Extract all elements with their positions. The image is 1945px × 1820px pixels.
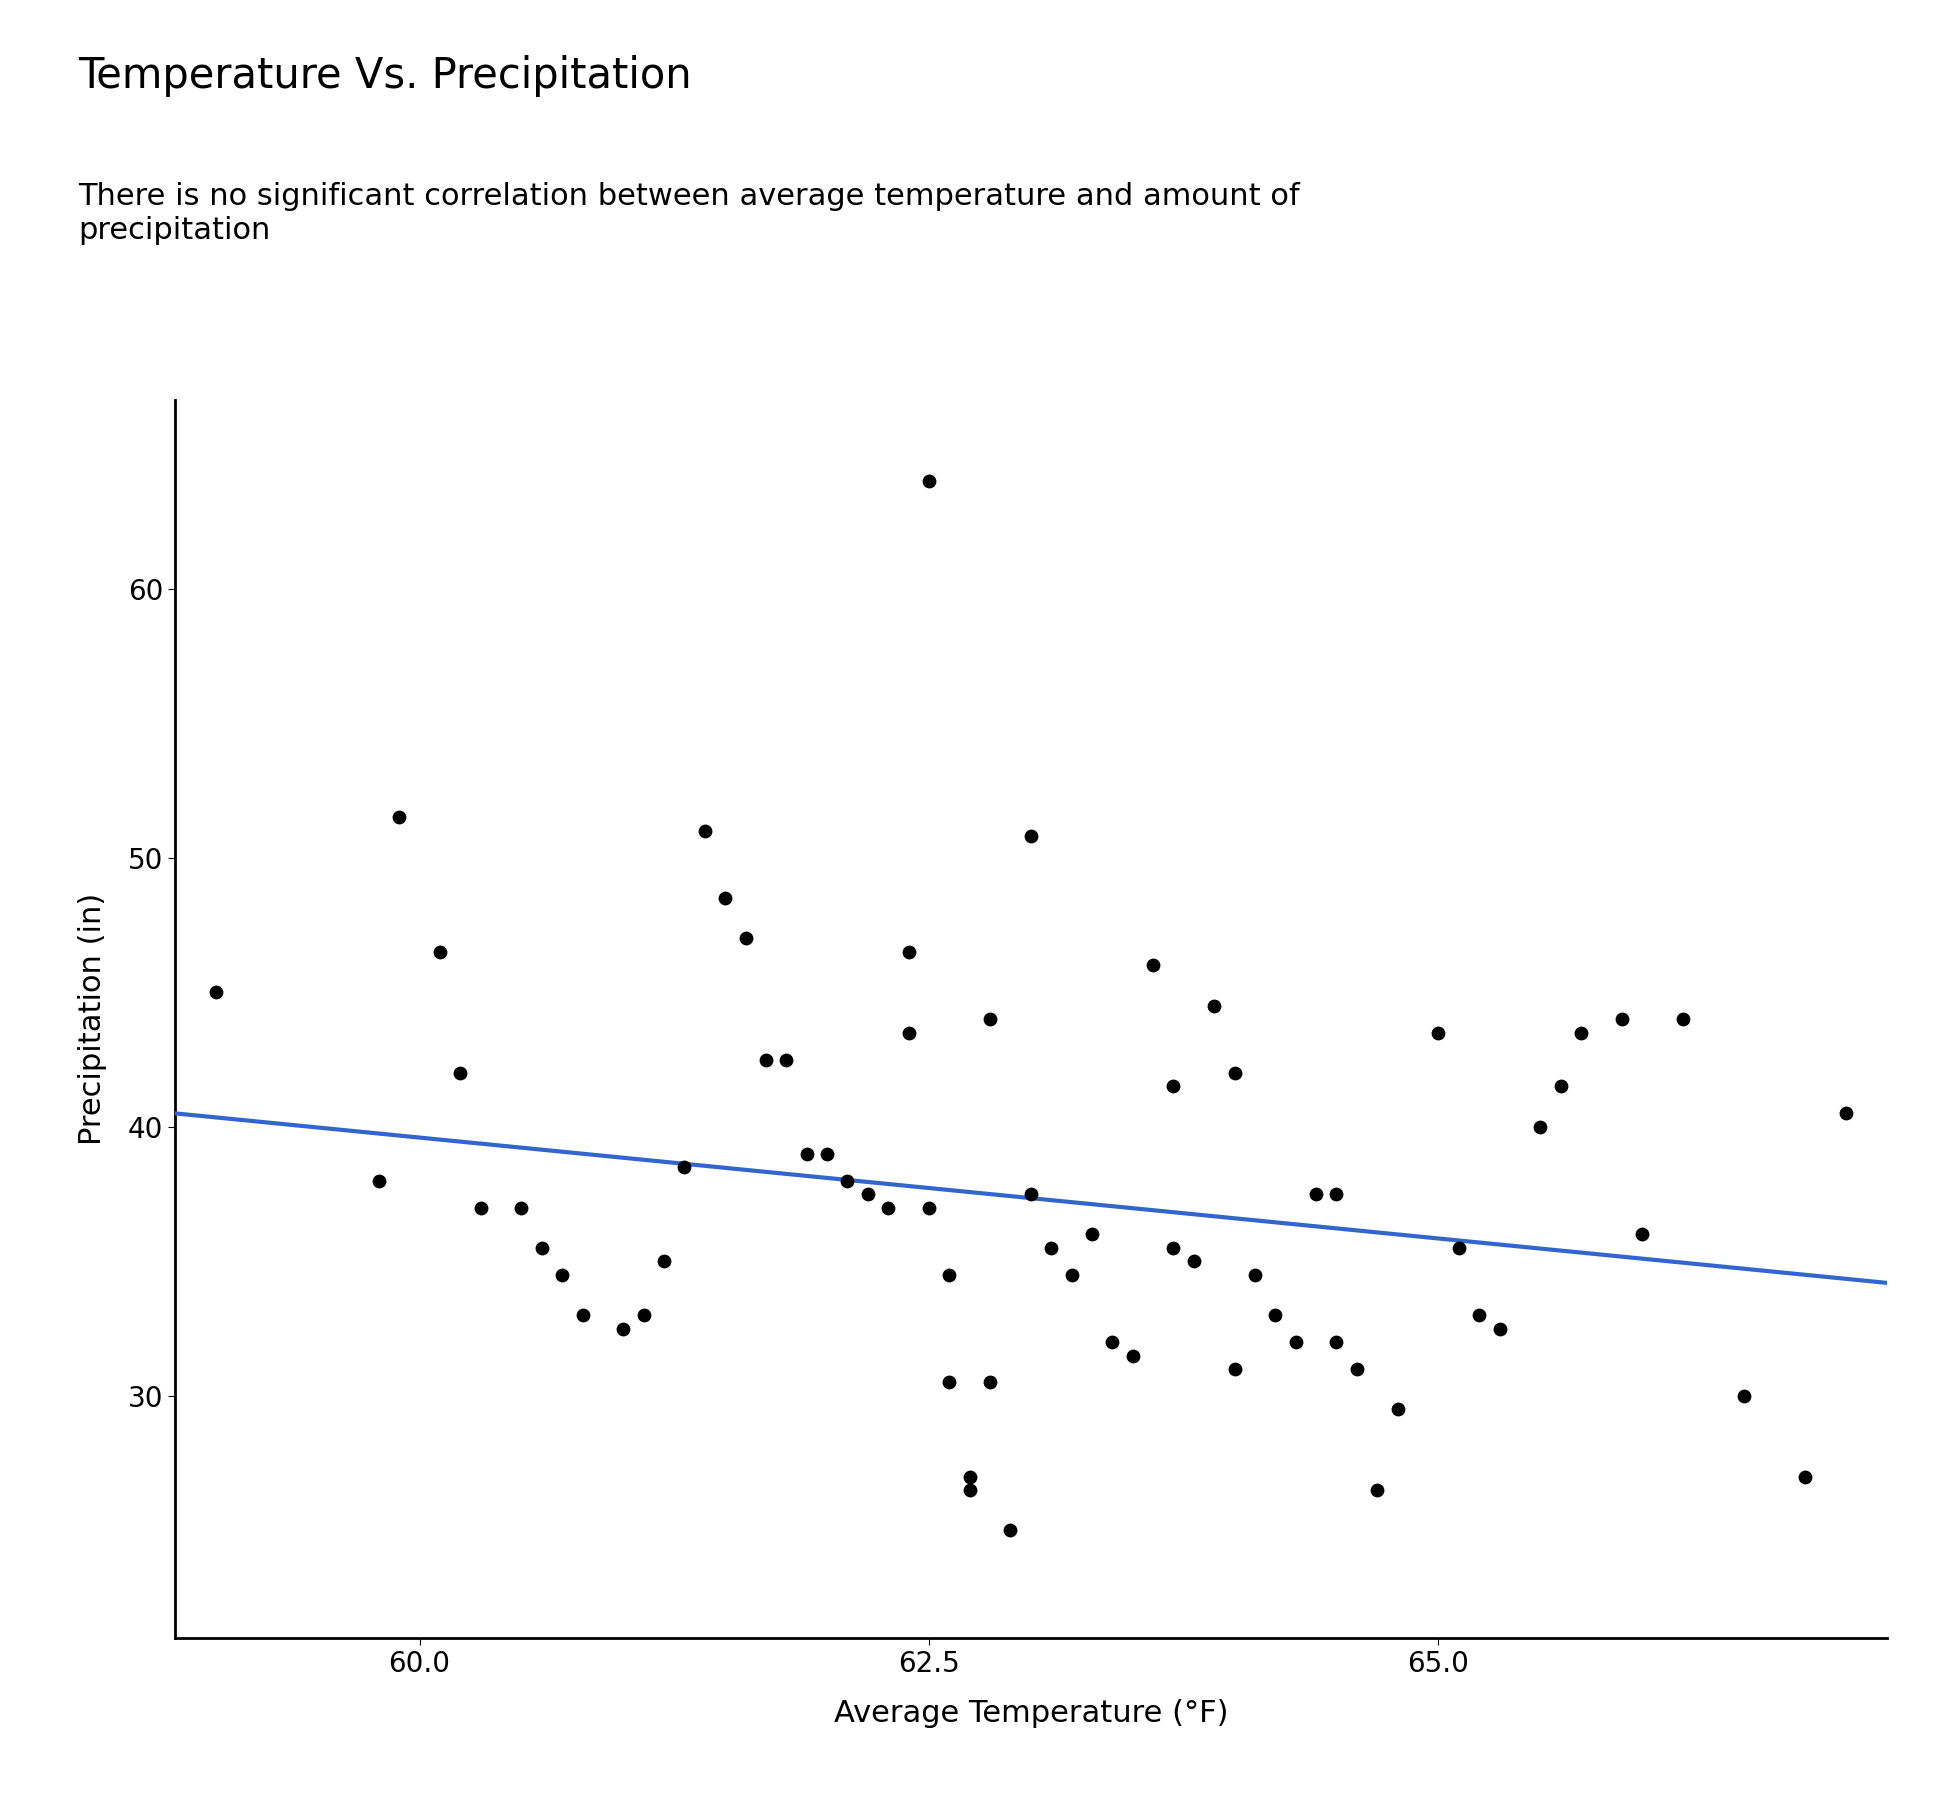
- Point: [607, 1314, 638, 1343]
- Point: [770, 1045, 801, 1074]
- Point: [1179, 1247, 1210, 1276]
- Point: [955, 1461, 986, 1491]
- Point: [914, 1192, 945, 1221]
- Point: [364, 1167, 395, 1196]
- Point: [893, 937, 924, 966]
- Point: [1015, 821, 1046, 850]
- Point: [811, 1139, 842, 1168]
- Point: [1157, 1234, 1188, 1263]
- Point: [996, 1516, 1027, 1545]
- Point: [1035, 1234, 1066, 1263]
- Point: [1321, 1179, 1352, 1208]
- Point: [1830, 1099, 1861, 1128]
- Point: [1383, 1394, 1414, 1423]
- Point: [1280, 1327, 1311, 1356]
- Point: [893, 1017, 924, 1046]
- Point: [934, 1259, 965, 1289]
- Point: [465, 1192, 496, 1221]
- Point: [200, 977, 231, 1006]
- Point: [1260, 1301, 1291, 1330]
- Point: [1544, 1072, 1575, 1101]
- Point: [1220, 1354, 1251, 1383]
- Point: [1463, 1301, 1494, 1330]
- Point: [934, 1369, 965, 1398]
- Point: [1198, 992, 1229, 1021]
- Point: [628, 1301, 659, 1330]
- Point: [974, 1005, 1006, 1034]
- Point: [1626, 1219, 1657, 1249]
- Point: [1116, 1341, 1148, 1370]
- Point: [1484, 1314, 1515, 1343]
- Point: [1729, 1381, 1760, 1411]
- Point: [729, 925, 760, 954]
- Point: [1342, 1354, 1373, 1383]
- Point: [1443, 1234, 1474, 1263]
- Point: [914, 466, 945, 495]
- Point: [669, 1152, 700, 1181]
- Point: [832, 1167, 864, 1196]
- Point: [1525, 1112, 1556, 1141]
- Point: [1321, 1327, 1352, 1356]
- Point: [955, 1476, 986, 1505]
- Point: [1056, 1259, 1087, 1289]
- Point: [1424, 1017, 1455, 1046]
- Point: [1138, 950, 1169, 979]
- Point: [568, 1301, 599, 1330]
- Text: There is no significant correlation between average temperature and amount of
pr: There is no significant correlation betw…: [78, 182, 1299, 244]
- Point: [1076, 1219, 1107, 1249]
- Point: [506, 1192, 537, 1221]
- Point: [792, 1139, 823, 1168]
- Point: [873, 1192, 904, 1221]
- Point: [445, 1059, 477, 1088]
- Point: [1667, 1005, 1698, 1034]
- Point: [852, 1179, 883, 1208]
- Point: [1789, 1461, 1821, 1491]
- X-axis label: Average Temperature (°F): Average Temperature (°F): [834, 1698, 1227, 1727]
- Point: [424, 937, 455, 966]
- Point: [1362, 1476, 1393, 1505]
- Point: [751, 1045, 782, 1074]
- Point: [1220, 1059, 1251, 1088]
- Point: [1157, 1072, 1188, 1101]
- Text: Temperature Vs. Precipitation: Temperature Vs. Precipitation: [78, 55, 690, 96]
- Point: [547, 1259, 578, 1289]
- Point: [383, 803, 414, 832]
- Point: [648, 1247, 679, 1276]
- Point: [1607, 1005, 1638, 1034]
- Point: [1015, 1179, 1046, 1208]
- Point: [710, 883, 741, 912]
- Point: [1301, 1179, 1332, 1208]
- Point: [974, 1369, 1006, 1398]
- Point: [1566, 1017, 1597, 1046]
- Point: [1239, 1259, 1270, 1289]
- Point: [1097, 1327, 1128, 1356]
- Y-axis label: Precipitation (in): Precipitation (in): [78, 894, 107, 1145]
- Point: [527, 1234, 558, 1263]
- Point: [689, 817, 720, 846]
